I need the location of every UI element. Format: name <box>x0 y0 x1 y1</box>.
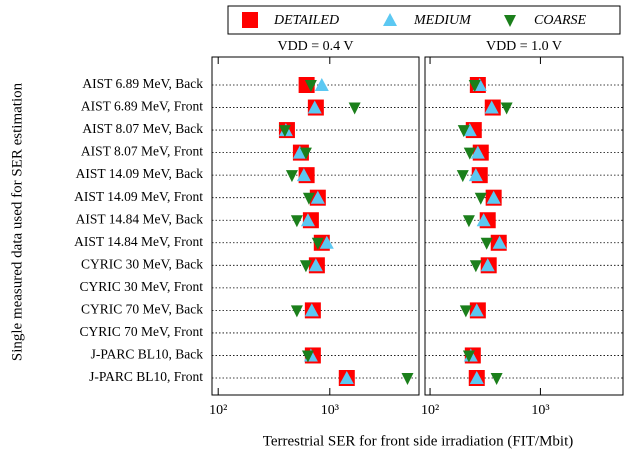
marker-coarse <box>462 215 475 228</box>
y-tick-label: CYRIC 30 MeV, Back <box>81 256 203 271</box>
panel-frame <box>211 56 420 396</box>
y-tick-label: AIST 8.07 MeV, Back <box>82 121 203 136</box>
legend-label: MEDIUM <box>413 13 472 28</box>
marker-coarse <box>299 260 312 273</box>
y-tick-label: J-PARC BL10, Front <box>89 369 203 384</box>
marker-coarse <box>290 305 303 318</box>
marker-coarse <box>462 350 475 363</box>
marker-coarse <box>490 373 503 385</box>
legend-marker <box>504 15 516 27</box>
marker-coarse <box>456 170 469 183</box>
marker-coarse <box>500 102 513 115</box>
marker-coarse <box>304 80 317 92</box>
marker-medium <box>469 303 484 317</box>
y-axis-label: Single measured data used for SER estima… <box>9 82 25 361</box>
y-tick-label: AIST 14.09 MeV, Back <box>76 166 204 181</box>
marker-medium <box>319 235 334 249</box>
marker-medium <box>484 100 499 114</box>
marker-medium <box>300 213 315 227</box>
marker-medium <box>292 145 307 159</box>
marker-medium <box>476 213 491 227</box>
marker-medium <box>307 100 322 114</box>
marker-medium <box>486 190 501 204</box>
panel-frame <box>424 56 624 396</box>
legend-marker <box>242 12 258 28</box>
y-tick-label: CYRIC 30 MeV, Front <box>79 279 203 294</box>
marker-medium <box>296 168 311 182</box>
x-tick-label: 10³ <box>321 403 339 418</box>
marker-medium <box>468 168 483 182</box>
marker-coarse <box>474 192 487 205</box>
marker-medium <box>314 78 329 91</box>
marker-coarse <box>459 305 472 318</box>
legend-label: COARSE <box>534 13 587 28</box>
y-tick-label: AIST 14.09 MeV, Front <box>74 189 203 204</box>
marker-coarse <box>457 125 470 138</box>
x-tick-label: 10³ <box>531 403 549 418</box>
marker-coarse <box>290 215 303 228</box>
y-tick-label: CYRIC 70 MeV, Back <box>81 301 203 316</box>
marker-medium <box>469 371 484 384</box>
panel-title: VDD = 1.0 V <box>486 39 562 54</box>
marker-coarse <box>299 147 312 160</box>
marker-coarse <box>278 125 291 138</box>
marker-medium <box>339 371 354 384</box>
marker-coarse <box>301 350 314 363</box>
panel-title: VDD = 0.4 V <box>277 39 353 54</box>
marker-coarse <box>480 237 493 250</box>
marker-coarse <box>348 102 361 115</box>
x-tick-label: 10² <box>209 403 227 418</box>
y-tick-label: AIST 6.89 MeV, Back <box>82 76 203 91</box>
y-tick-label: CYRIC 70 MeV, Front <box>79 324 203 339</box>
marker-medium <box>470 145 485 159</box>
y-tick-label: J-PARC BL10, Back <box>91 347 204 362</box>
marker-medium <box>310 190 325 204</box>
marker-medium <box>308 258 323 272</box>
x-axis-label: Terrestrial SER for front side irradiati… <box>263 433 574 449</box>
y-tick-label: AIST 6.89 MeV, Front <box>81 99 203 114</box>
legend-label: DETAILED <box>273 13 339 28</box>
legend-box <box>227 5 621 35</box>
legend-marker <box>383 13 397 26</box>
marker-medium <box>304 303 319 317</box>
y-tick-label: AIST 14.84 MeV, Back <box>76 211 204 226</box>
marker-coarse <box>469 260 482 273</box>
marker-medium <box>492 235 507 249</box>
y-tick-label: AIST 14.84 MeV, Front <box>74 234 203 249</box>
marker-coarse <box>285 170 298 183</box>
marker-coarse <box>311 237 324 250</box>
y-tick-label: AIST 8.07 MeV, Front <box>81 144 203 159</box>
marker-coarse <box>302 192 315 205</box>
marker-coarse <box>401 373 414 385</box>
x-tick-label: 10² <box>421 403 439 418</box>
marker-medium <box>480 258 495 272</box>
marker-coarse <box>468 80 481 92</box>
marker-medium <box>462 123 477 137</box>
marker-coarse <box>463 147 476 160</box>
